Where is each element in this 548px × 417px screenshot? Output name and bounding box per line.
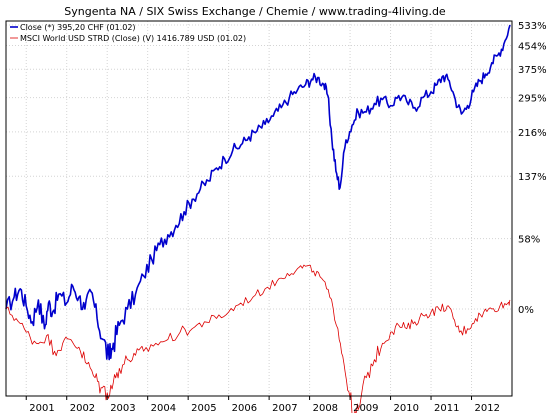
legend: Close (*) 395,20 CHF (01.02) MSCI World U… xyxy=(10,23,246,43)
x-tick-label: 2009 xyxy=(353,403,378,413)
x-tick-label: 2005 xyxy=(191,403,216,413)
y-tick-label: 375% xyxy=(518,65,547,76)
x-tick-label: 2008 xyxy=(313,403,338,413)
y-tick-label: 295% xyxy=(518,94,547,105)
x-tick-label: 2007 xyxy=(272,403,297,413)
x-tick-label: 2003 xyxy=(110,403,135,413)
axis-layer: 533% 454% 375% 295% 216% 137% 58% 0% 2001 2002 200… xyxy=(25,21,547,414)
series-line-msci xyxy=(5,264,511,417)
x-tick-label: 2001 xyxy=(29,403,54,413)
y-tick-label: 58% xyxy=(518,235,540,246)
y-tick-label: 533% xyxy=(518,21,547,32)
series-layer xyxy=(5,24,511,417)
y-tick-label: 0% xyxy=(518,305,534,316)
legend-label: Close (*) 395,20 CHF (01.02) xyxy=(20,23,136,32)
y-tick-label: 454% xyxy=(518,42,547,53)
y-tick-label: 216% xyxy=(518,128,547,139)
chart-title: Syngenta NA / SIX Swiss Exchange / Chemi… xyxy=(64,5,446,18)
plot-frame xyxy=(5,20,513,397)
legend-label: MSCI World USD STRD (Close) (V) 1416.789… xyxy=(20,34,246,43)
y-tick-label: 137% xyxy=(518,172,547,183)
x-tick-label: 2012 xyxy=(475,403,500,413)
series-line-close xyxy=(5,24,511,361)
x-tick-label: 2006 xyxy=(232,403,257,413)
x-tick-label: 2002 xyxy=(70,403,95,413)
x-tick-label: 2004 xyxy=(151,403,176,413)
x-tick-label: 2011 xyxy=(434,403,459,413)
x-tick-label: 2010 xyxy=(394,403,419,413)
